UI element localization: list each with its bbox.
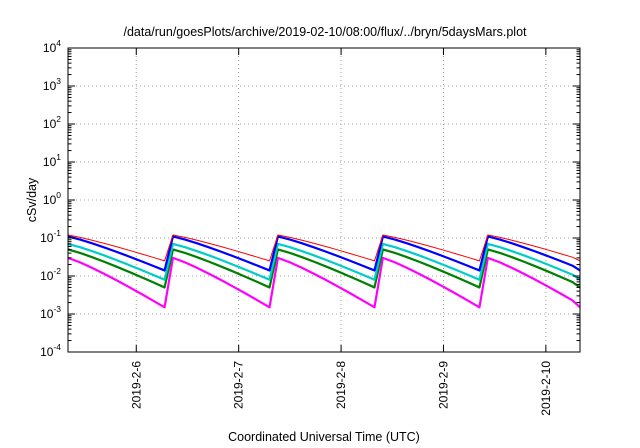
y-tick-label: 10-3 <box>40 304 61 321</box>
y-tick-label: 104 <box>43 38 61 55</box>
x-tick-label: 2019-2-10 <box>539 361 553 416</box>
x-axis: 2019-2-6 2019-2-7 2019-2-8 2019-2-9 2019-2-1… <box>129 48 553 416</box>
y-tick-label: 10-1 <box>40 228 61 245</box>
x-tick-label: 2019-2-8 <box>334 361 348 409</box>
x-axis-label: Coordinated Universal Time (UTC) <box>228 430 420 444</box>
y-tick-label: 101 <box>43 152 61 169</box>
y-tick-label: 103 <box>43 76 61 93</box>
y-axis: 104 103 102 101 100 10-1 10-2 10-3 10-4 <box>40 38 580 359</box>
series-line <box>67 234 581 262</box>
y-tick-label: 102 <box>43 114 61 131</box>
grid-lines <box>68 48 580 352</box>
series-line <box>67 256 581 309</box>
series-line <box>67 242 581 281</box>
y-axis-label: cSv/day <box>25 177 39 222</box>
series-group <box>67 234 581 309</box>
chart-title: /data/run/goesPlots/archive/2019-02-10/0… <box>123 25 527 39</box>
x-tick-label: 2019-2-7 <box>232 361 246 409</box>
x-tick-label: 2019-2-6 <box>129 361 143 409</box>
series-line <box>67 235 581 272</box>
y-tick-label: 10-4 <box>40 342 61 359</box>
y-tick-label: 10-2 <box>40 266 61 283</box>
x-tick-label: 2019-2-9 <box>436 361 450 409</box>
y-tick-label: 100 <box>43 190 61 207</box>
series-line <box>67 248 581 289</box>
